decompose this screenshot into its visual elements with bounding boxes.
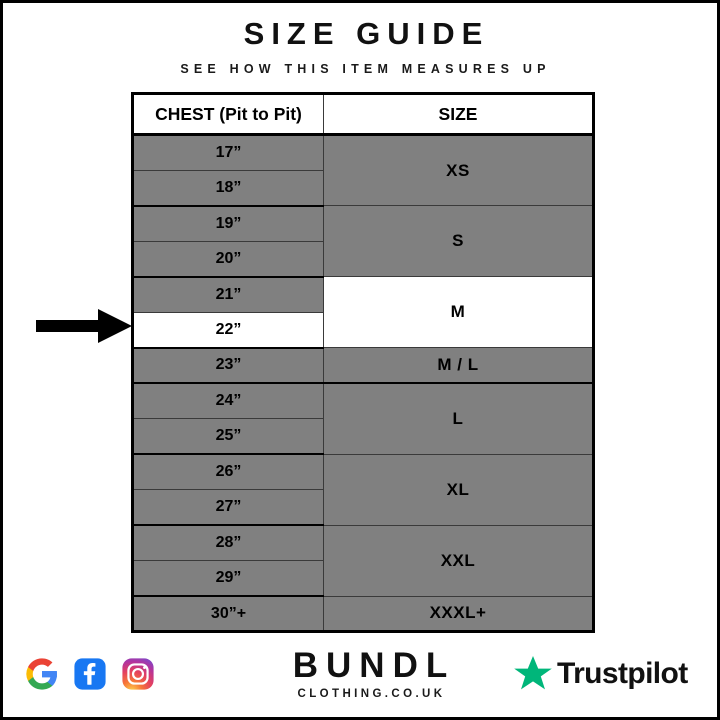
table-row[interactable]: 17” XS: [132, 134, 594, 206]
size-cell-l: L: [323, 382, 594, 455]
google-icon[interactable]: [25, 657, 59, 691]
table-row[interactable]: 21” M: [132, 276, 594, 348]
header: SIZE GUIDE SEE HOW THIS ITEM MEASURES UP: [3, 16, 717, 77]
chest-cell: 18”: [132, 169, 324, 207]
table-row[interactable]: 26” XL: [132, 453, 594, 526]
chest-cell: 28”: [132, 524, 324, 561]
chest-cell: 27”: [132, 489, 324, 526]
table-header-row: CHEST (Pit to Pit) SIZE: [132, 93, 594, 136]
table-row[interactable]: 28” XXL: [132, 524, 594, 597]
chest-cell: 19”: [132, 205, 324, 242]
page-subtitle: SEE HOW THIS ITEM MEASURES UP: [180, 62, 551, 77]
size-guide-table: CHEST (Pit to Pit) SIZE 17” XS 18” 19” S…: [131, 92, 595, 633]
table-row[interactable]: 25”: [132, 418, 594, 455]
chest-cell: 23”: [132, 347, 324, 384]
size-cell-xxl: XXL: [323, 524, 594, 597]
trustpilot-star-icon: [514, 656, 552, 690]
column-header-size: SIZE: [323, 93, 594, 136]
size-cell-xs: XS: [323, 134, 594, 206]
table-row[interactable]: 20”: [132, 240, 594, 278]
table-row[interactable]: 19” S: [132, 205, 594, 277]
chest-cell-selected: 22”: [132, 311, 324, 349]
table-row[interactable]: 29”: [132, 560, 594, 597]
chest-cell: 21”: [132, 276, 324, 313]
size-cell-xxxl: XXXL+: [323, 595, 594, 632]
selected-row-arrow-icon: [36, 309, 132, 343]
brand-logo: BUNDL CLOTHING.CO.UK: [233, 648, 513, 700]
table-row[interactable]: 30”+ XXXL+: [132, 595, 594, 632]
table-row[interactable]: 23” M / L: [132, 347, 594, 384]
chest-cell: 29”: [132, 560, 324, 597]
table-body: 17” XS 18” 19” S 20” 21” M 22”: [132, 134, 594, 632]
brand-name: BUNDL: [292, 646, 456, 685]
chest-cell: 20”: [132, 240, 324, 278]
brand-domain: CLOTHING.CO.UK: [297, 688, 446, 700]
trustpilot-logo[interactable]: Trustpilot: [513, 654, 717, 694]
column-header-chest: CHEST (Pit to Pit): [132, 93, 324, 136]
chest-cell: 26”: [132, 453, 324, 490]
chest-cell: 17”: [132, 134, 324, 171]
page-title: SIZE GUIDE: [243, 16, 490, 51]
size-cell-s: S: [323, 205, 594, 277]
facebook-icon[interactable]: [73, 657, 107, 691]
size-cell-m-selected: M: [323, 276, 594, 348]
size-cell-xl: XL: [323, 453, 594, 526]
table-row-selected[interactable]: 22”: [132, 311, 594, 349]
social-links: [3, 657, 233, 691]
footer: BUNDL CLOTHING.CO.UK Trustpilot: [3, 639, 717, 709]
table-row[interactable]: 18”: [132, 169, 594, 207]
table-row[interactable]: 24” L: [132, 382, 594, 455]
chest-cell: 24”: [132, 382, 324, 419]
instagram-icon[interactable]: [121, 657, 155, 691]
table-row[interactable]: 27”: [132, 489, 594, 526]
chest-cell: 25”: [132, 418, 324, 455]
chest-cell: 30”+: [132, 595, 324, 632]
size-cell-ml: M / L: [323, 347, 594, 384]
trustpilot-name: Trustpilot: [557, 657, 688, 690]
